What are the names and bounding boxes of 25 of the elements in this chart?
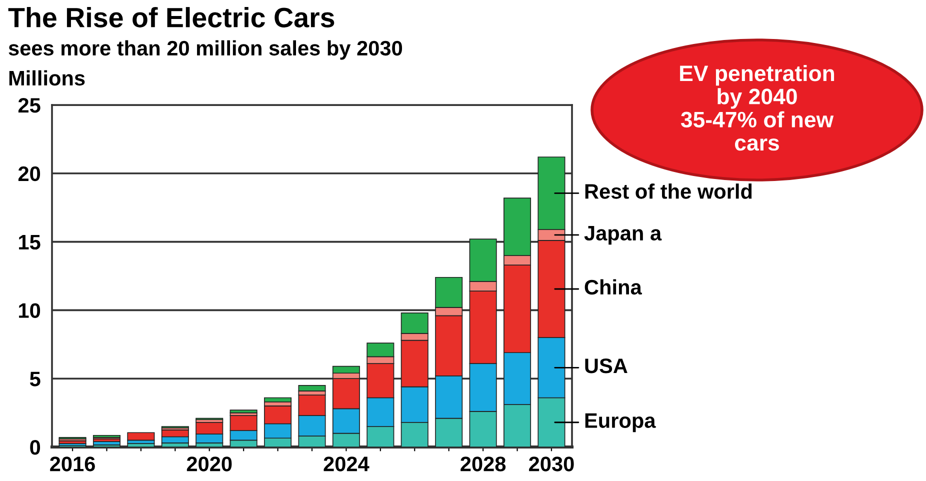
x-tick-label: 2024 [324,456,370,472]
x-tick-label: 2030 [529,456,574,472]
y-tick-label: 5 [30,372,40,386]
bar [92,434,120,438]
bar [230,410,258,414]
x-tick-label: 2028 [460,456,506,472]
bar [298,385,326,392]
series-label: Japan a [584,226,662,245]
bar [127,432,155,441]
y-tick-label: 0 [30,440,40,455]
series-label: Rest of the world [585,184,752,199]
series-label: Europa [585,413,656,432]
text: EV penetration by 2040 35-47% of new cars [680,64,834,151]
y-axis-title: Millions [9,70,85,86]
x-tick-label: 2016 [50,456,95,472]
series-label: China [584,279,642,295]
chart-subtitle: sees more than 20 million sales by 2030 [8,40,402,60]
y-tick-label: 10 [19,303,40,318]
series-label: USA [585,358,628,374]
x-tick-label: 2020 [186,456,232,472]
chart-title: The Rise of Electric Cars [8,7,334,28]
y-tick-label: 25 [18,98,40,113]
y-tick-label: 15 [19,235,40,250]
bar [264,397,292,402]
y-tick-label: 20 [18,166,40,182]
